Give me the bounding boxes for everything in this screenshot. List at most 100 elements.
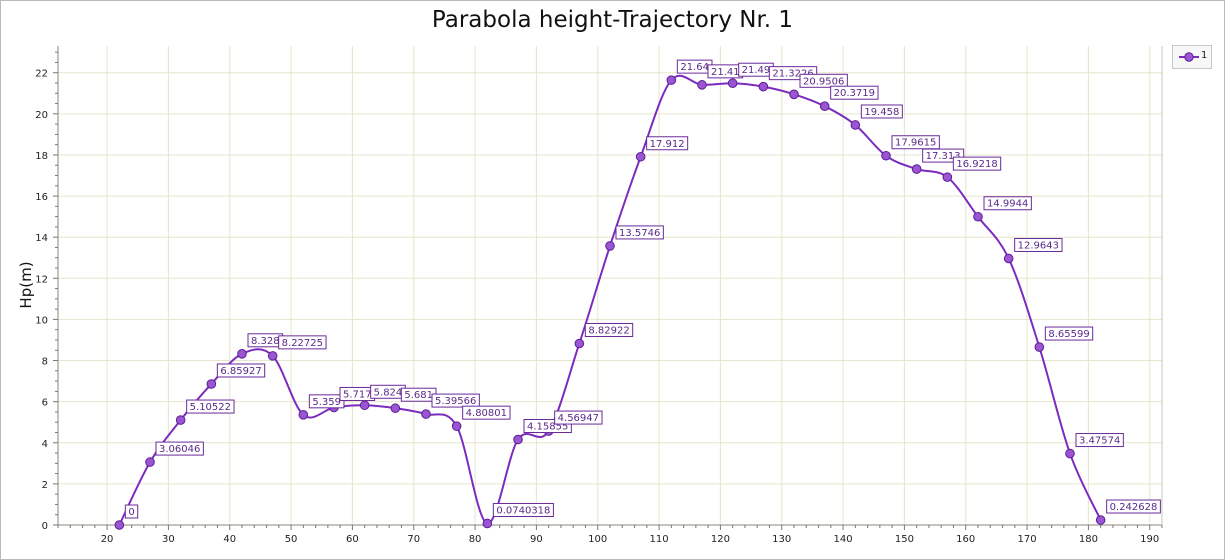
x-tick-label: 170 bbox=[1018, 534, 1037, 545]
data-point[interactable] bbox=[267, 351, 278, 361]
y-tick-label: 8 bbox=[42, 357, 48, 368]
y-tick-label: 22 bbox=[35, 69, 48, 80]
data-label-text: 4.15855 bbox=[527, 422, 568, 433]
x-tick-label: 190 bbox=[1140, 534, 1159, 545]
legend[interactable]: 1 bbox=[1172, 45, 1212, 69]
data-point[interactable] bbox=[789, 89, 799, 100]
x-tick-label: 90 bbox=[530, 534, 543, 545]
data-label-box bbox=[584, 322, 634, 337]
data-point[interactable] bbox=[421, 409, 431, 419]
data-label: 20.3719 bbox=[830, 85, 879, 100]
data-label-box bbox=[952, 156, 1002, 171]
data-point[interactable] bbox=[145, 457, 155, 467]
x-tick-label: 150 bbox=[895, 534, 914, 545]
data-label: 20.9506 bbox=[799, 73, 848, 88]
y-tick-label: 12 bbox=[35, 274, 48, 285]
data-point[interactable] bbox=[206, 379, 217, 389]
data-label-box bbox=[216, 363, 266, 378]
data-label-text: 5.717 bbox=[343, 389, 372, 400]
data-label-text: 0.242628 bbox=[1110, 502, 1158, 513]
data-label-text: 21.64 bbox=[680, 62, 709, 73]
data-label-box bbox=[1044, 326, 1094, 341]
data-label-box bbox=[891, 135, 940, 150]
data-point[interactable] bbox=[482, 518, 493, 529]
data-point[interactable] bbox=[727, 78, 738, 89]
y-tick-label: 2 bbox=[42, 480, 48, 491]
data-label-text: 8.82922 bbox=[588, 325, 629, 336]
data-label-box bbox=[860, 104, 903, 119]
y-tick-label: 14 bbox=[35, 233, 48, 244]
data-point[interactable] bbox=[758, 81, 769, 92]
data-point[interactable] bbox=[114, 520, 125, 530]
y-tick-label: 10 bbox=[35, 315, 48, 326]
data-label: 6.85927 bbox=[216, 363, 266, 378]
data-point[interactable] bbox=[666, 75, 677, 85]
data-label-text: 13.5746 bbox=[619, 228, 660, 239]
data-point[interactable] bbox=[513, 434, 523, 445]
marker-layer bbox=[114, 75, 1106, 530]
data-point[interactable] bbox=[635, 151, 646, 162]
x-tick-label: 120 bbox=[711, 534, 730, 545]
data-point[interactable] bbox=[451, 421, 462, 431]
chart-title: Parabola height-Trajectory Nr. 1 bbox=[431, 7, 794, 33]
data-label-text: 6.85927 bbox=[220, 366, 261, 377]
data-point[interactable] bbox=[819, 101, 830, 111]
data-label-box bbox=[155, 441, 204, 456]
data-label-box bbox=[492, 502, 554, 517]
data-label-text: 8.328 bbox=[251, 336, 280, 347]
data-label-text: 14.9944 bbox=[987, 199, 1028, 210]
x-tick-label: 40 bbox=[223, 534, 236, 545]
data-point[interactable] bbox=[942, 172, 953, 182]
data-point[interactable] bbox=[298, 410, 309, 420]
data-label-text: 12.9643 bbox=[1018, 240, 1059, 251]
data-label-text: 20.9506 bbox=[803, 76, 844, 87]
data-label-box bbox=[615, 225, 664, 240]
data-point[interactable] bbox=[911, 164, 922, 174]
data-label: 5.681 bbox=[400, 387, 437, 402]
data-label: 3.47574 bbox=[1075, 433, 1124, 448]
data-label: 8.22725 bbox=[278, 335, 327, 350]
data-point[interactable] bbox=[850, 120, 861, 130]
data-point[interactable] bbox=[1065, 448, 1075, 459]
data-label-text: 17.912 bbox=[650, 139, 685, 150]
data-label-box bbox=[1075, 433, 1124, 448]
data-label: 12.9643 bbox=[1014, 237, 1063, 252]
data-point[interactable] bbox=[1034, 342, 1045, 352]
data-point[interactable] bbox=[605, 241, 615, 251]
data-label-text: 21.41 bbox=[711, 67, 740, 78]
data-label: 16.9218 bbox=[952, 156, 1002, 171]
data-label: 17.912 bbox=[646, 136, 689, 151]
data-label-box bbox=[1106, 499, 1161, 514]
legend-item-label: 1 bbox=[1201, 50, 1208, 61]
data-point[interactable] bbox=[1003, 253, 1014, 264]
data-point[interactable] bbox=[973, 211, 983, 222]
data-label-box bbox=[431, 393, 480, 408]
data-point[interactable] bbox=[574, 338, 585, 349]
data-label-text: 19.458 bbox=[864, 107, 899, 118]
data-label: 19.458 bbox=[860, 104, 903, 119]
data-label-text: 5.359 bbox=[312, 397, 341, 408]
data-label: 4.80801 bbox=[462, 405, 511, 420]
data-point[interactable] bbox=[881, 150, 891, 161]
y-tick-label: 18 bbox=[35, 151, 48, 162]
legend-marker-icon bbox=[1179, 52, 1199, 62]
data-point[interactable] bbox=[390, 403, 401, 414]
data-label: 5.39566 bbox=[431, 393, 480, 408]
data-label-text: 4.56947 bbox=[558, 413, 599, 424]
grid-layer bbox=[58, 46, 1162, 526]
data-label-box bbox=[830, 85, 879, 100]
data-point[interactable] bbox=[697, 80, 707, 90]
y-tick-label: 4 bbox=[42, 439, 48, 450]
data-point[interactable] bbox=[359, 400, 370, 411]
x-tick-label: 100 bbox=[588, 534, 607, 545]
data-label: 0.0740318 bbox=[492, 502, 554, 517]
data-point[interactable] bbox=[1095, 515, 1106, 525]
data-label-text: 0.0740318 bbox=[496, 505, 550, 516]
data-label-text: 8.22725 bbox=[282, 338, 323, 349]
data-point[interactable] bbox=[175, 415, 186, 425]
data-label: 21.64 bbox=[676, 59, 713, 74]
data-label-box bbox=[1014, 237, 1063, 252]
data-point[interactable] bbox=[237, 348, 247, 359]
x-tick-label: 110 bbox=[650, 534, 669, 545]
data-label-text: 3.06046 bbox=[159, 444, 200, 455]
